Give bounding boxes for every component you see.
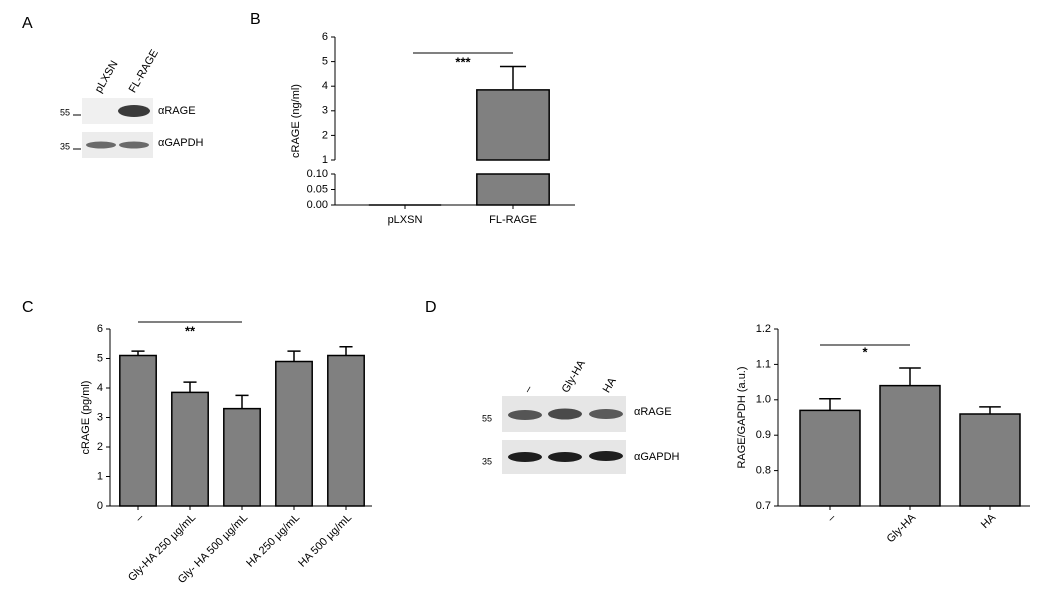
x-tick-label: pLXSN bbox=[388, 214, 423, 226]
y-tick-label: 6 bbox=[97, 323, 103, 335]
x-tick-label: HA 500 µg/mL bbox=[296, 512, 354, 570]
band-label: αRAGE bbox=[158, 105, 196, 117]
significance-label: ** bbox=[185, 323, 196, 338]
bar bbox=[959, 413, 1021, 507]
band bbox=[118, 105, 150, 117]
x-tick-label: Gly-HA bbox=[885, 511, 919, 545]
error-bar bbox=[235, 394, 249, 409]
significance-label: *** bbox=[455, 54, 471, 69]
x-tick-label: – bbox=[825, 511, 838, 524]
band bbox=[119, 141, 149, 149]
y-tick-label: 5 bbox=[322, 56, 328, 68]
y-tick-label: 0.9 bbox=[756, 429, 771, 441]
panel-label: C bbox=[22, 299, 34, 316]
y-axis-label: RAGE/GAPDH (a.u.) bbox=[736, 366, 748, 468]
y-axis-label: cRAGE (pg/ml) bbox=[80, 381, 92, 455]
band bbox=[86, 141, 116, 149]
error-bar bbox=[131, 350, 145, 356]
band-label: αGAPDH bbox=[634, 451, 680, 463]
x-tick-label: HA 250 µg/mL bbox=[244, 512, 302, 570]
y-tick-label: 4 bbox=[97, 382, 103, 394]
lane-label: Gly-HA bbox=[560, 358, 588, 395]
y-tick-label: 1.0 bbox=[756, 394, 771, 406]
y-tick-label: 0 bbox=[97, 500, 103, 512]
y-tick-label: 0.05 bbox=[307, 183, 328, 195]
y-tick-label: 1.1 bbox=[756, 358, 771, 370]
error-bar bbox=[899, 367, 921, 386]
bar bbox=[223, 407, 261, 507]
y-tick-label: 5 bbox=[97, 352, 103, 364]
band bbox=[589, 451, 623, 461]
y-tick-label: 2 bbox=[97, 441, 103, 453]
lane-label: FL-RAGE bbox=[127, 48, 161, 95]
x-tick-label: – bbox=[133, 511, 146, 524]
y-tick-label: 0.8 bbox=[756, 465, 771, 477]
y-tick-label: 2 bbox=[322, 129, 328, 141]
y-tick-label: 0.10 bbox=[307, 168, 328, 180]
y-tick-label: 1 bbox=[322, 154, 328, 166]
band bbox=[548, 452, 582, 462]
error-bar bbox=[979, 406, 1001, 414]
panel-label: B bbox=[250, 11, 261, 28]
bar bbox=[327, 354, 365, 507]
y-tick-label: 0.00 bbox=[307, 199, 328, 211]
band bbox=[508, 410, 542, 420]
bar bbox=[799, 409, 861, 507]
band-label: αGAPDH bbox=[158, 137, 204, 149]
x-tick-label: FL-RAGE bbox=[489, 214, 537, 226]
y-tick-label: 1 bbox=[97, 470, 103, 482]
bar bbox=[119, 354, 157, 507]
bar bbox=[476, 89, 550, 206]
marker-label: 35 bbox=[60, 141, 70, 151]
error-bar bbox=[819, 397, 841, 411]
blot-d: – Gly-HA HA 55 35 αRAGE αGAPDH bbox=[482, 358, 680, 474]
band bbox=[508, 452, 542, 462]
y-tick-label: 6 bbox=[322, 31, 328, 43]
marker-label: 55 bbox=[482, 413, 492, 423]
significance-label: * bbox=[862, 344, 868, 359]
error-bar bbox=[339, 345, 353, 356]
error-bar bbox=[499, 65, 527, 90]
lane-label: – bbox=[522, 383, 536, 395]
band bbox=[548, 408, 582, 420]
panel-label: A bbox=[22, 15, 33, 32]
bar bbox=[275, 360, 313, 507]
band-label: αRAGE bbox=[634, 406, 672, 418]
band bbox=[589, 409, 623, 419]
y-axis-label: cRAGE (ng/ml) bbox=[290, 84, 302, 158]
y-tick-label: 1.2 bbox=[756, 323, 771, 335]
bar bbox=[879, 384, 941, 507]
error-bar bbox=[183, 381, 197, 393]
y-tick-label: 3 bbox=[97, 411, 103, 423]
y-tick-label: 4 bbox=[322, 80, 328, 92]
lane-label: HA bbox=[601, 375, 619, 395]
y-tick-label: 0.7 bbox=[756, 500, 771, 512]
panel-label: D bbox=[425, 299, 437, 316]
marker-label: 35 bbox=[482, 456, 492, 466]
x-tick-label: HA bbox=[979, 511, 999, 531]
bar bbox=[171, 391, 209, 507]
blot-a: pLXSN FL-RAGE 55 35 αRAGE αGAPDH bbox=[60, 48, 204, 158]
lane-label: pLXSN bbox=[93, 59, 121, 95]
error-bar bbox=[287, 350, 301, 362]
marker-label: 55 bbox=[60, 107, 70, 117]
y-tick-label: 3 bbox=[322, 105, 328, 117]
